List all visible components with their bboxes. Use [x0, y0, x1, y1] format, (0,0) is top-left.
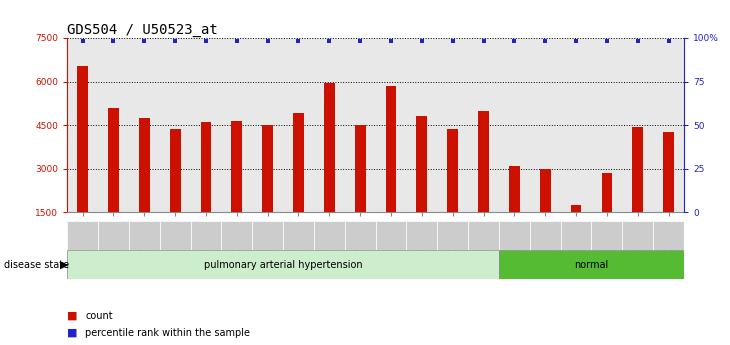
Bar [478, 110, 489, 212]
Bar [622, 221, 653, 250]
Bar [139, 118, 150, 212]
Bar [191, 221, 221, 250]
Bar [539, 169, 550, 212]
Bar [591, 221, 622, 250]
Text: ■: ■ [67, 311, 77, 321]
Bar [108, 108, 119, 212]
Text: ■: ■ [67, 328, 77, 338]
Bar [67, 250, 499, 279]
Bar [221, 221, 253, 250]
Bar [231, 121, 242, 212]
Bar [632, 127, 643, 212]
Text: count: count [85, 311, 113, 321]
Text: disease state: disease state [4, 260, 69, 270]
Bar [561, 221, 591, 250]
Bar [169, 129, 180, 212]
Bar [571, 205, 582, 212]
Bar [663, 132, 674, 212]
Bar [509, 166, 520, 212]
Bar [67, 221, 98, 250]
Bar [530, 221, 561, 250]
Text: normal: normal [575, 260, 609, 270]
Bar [499, 250, 684, 279]
Bar [262, 125, 273, 212]
Bar [437, 221, 468, 250]
Bar [201, 122, 212, 212]
Text: GDS504 / U50523_at: GDS504 / U50523_at [67, 23, 218, 37]
Bar [653, 221, 684, 250]
Bar [314, 221, 345, 250]
Bar [385, 86, 396, 212]
Bar [253, 221, 283, 250]
Bar [77, 66, 88, 212]
Bar [407, 221, 437, 250]
Bar [355, 125, 366, 212]
Bar [160, 221, 191, 250]
Bar [602, 173, 612, 212]
Text: percentile rank within the sample: percentile rank within the sample [85, 328, 250, 338]
Text: pulmonary arterial hypertension: pulmonary arterial hypertension [204, 260, 362, 270]
Bar [447, 129, 458, 212]
Bar [376, 221, 407, 250]
Bar [293, 114, 304, 212]
Bar [324, 83, 335, 212]
Bar [416, 116, 427, 212]
Bar [98, 221, 128, 250]
Bar [499, 221, 530, 250]
Bar [345, 221, 376, 250]
Bar [128, 221, 160, 250]
Text: ▶: ▶ [60, 260, 69, 270]
Bar [468, 221, 499, 250]
Bar [283, 221, 314, 250]
